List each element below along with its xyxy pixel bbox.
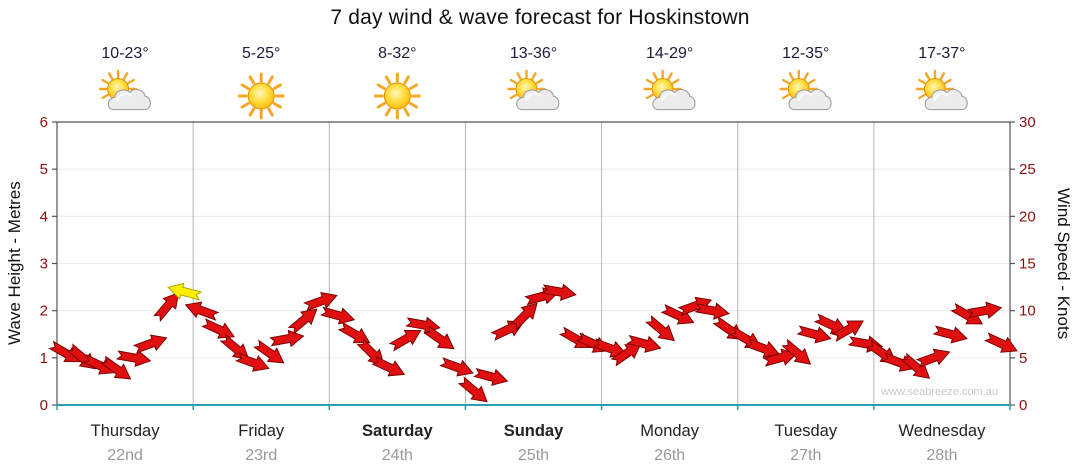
axes	[52, 121, 1015, 410]
wind-arrow	[745, 338, 781, 358]
right-axis-tick-label: 20	[1019, 208, 1036, 225]
chart-title: 7 day wind & wave forecast for Hoskinsto…	[330, 6, 750, 29]
left-axis-tick-label: 4	[40, 208, 48, 225]
wind-arrow	[983, 332, 1018, 353]
wind-arrow	[219, 333, 250, 360]
sun-cloud-icon	[643, 69, 696, 111]
date-label: 26th	[654, 447, 685, 464]
wind-arrow	[337, 321, 371, 344]
wind-arrow	[132, 334, 168, 354]
wind-arrow	[490, 320, 525, 341]
right-axis-tick-label: 30	[1019, 114, 1036, 131]
sun-cloud-icon	[98, 69, 151, 111]
sun-cloud-icon	[779, 69, 832, 111]
wind-arrow	[153, 292, 180, 323]
temp-range-label: 12-35°	[782, 45, 829, 62]
wind-arrow	[796, 325, 832, 344]
wind-arrow	[694, 302, 730, 320]
wind-arrow	[320, 306, 356, 325]
wind-arrow	[915, 348, 951, 368]
date-label: 23rd	[245, 447, 277, 464]
wind-arrow	[115, 349, 152, 367]
wind-arrow	[645, 315, 675, 342]
left-axis-tick-label: 0	[40, 397, 48, 414]
right-axis-tick-label: 10	[1019, 303, 1036, 320]
weather-icons	[98, 69, 968, 120]
wind-arrow	[592, 338, 628, 358]
wind-arrow-series	[48, 282, 1018, 403]
day-label: Thursday	[91, 422, 161, 440]
left-axis-tick-label: 2	[40, 303, 48, 320]
watermark: www.seabreeze.com.au	[880, 386, 998, 398]
temp-range-label: 8-32°	[378, 45, 416, 62]
right-axis-tick-label: 15	[1019, 256, 1036, 273]
wind-arrow	[82, 354, 116, 375]
wind-arrow	[234, 352, 270, 372]
gridlines	[57, 122, 1010, 405]
date-label: 24th	[382, 447, 413, 464]
day-label: Tuesday	[774, 422, 837, 440]
wind-arrow	[610, 342, 642, 367]
wind-arrow	[932, 325, 968, 344]
wind-arrow	[439, 357, 474, 377]
wind-arrow	[388, 329, 422, 352]
temp-range-label: 14-29°	[646, 45, 693, 62]
temp-range-label: 17-37°	[918, 45, 965, 62]
right-axis-tick-label: 0	[1019, 397, 1027, 414]
wind-arrow	[287, 308, 318, 335]
wind-arrow	[253, 339, 285, 364]
date-label: 28th	[926, 447, 957, 464]
date-label: 22nd	[107, 447, 143, 464]
wind-arrow	[781, 338, 812, 365]
right-axis-tick-label: 25	[1019, 161, 1036, 178]
sun-cloud-icon	[507, 69, 560, 111]
temp-range-label: 5-25°	[242, 45, 280, 62]
wind-arrow	[831, 320, 864, 343]
right-axis-tick-label: 5	[1019, 350, 1027, 367]
wind-arrow	[269, 329, 305, 348]
wind-arrow	[201, 318, 235, 339]
wind-arrow	[509, 302, 538, 331]
day-label: Monday	[640, 422, 699, 440]
wind-arrow	[881, 352, 917, 372]
sun-icon	[237, 72, 285, 120]
temp-range-label: 13-36°	[510, 45, 557, 62]
wind-arrow	[966, 301, 1003, 319]
axis-and-day-labels: 0 1 2 3 4 5 6 0 5 10 15 20 25 30 www.seabreeze.com.au 1…	[40, 45, 1036, 464]
wind-arrow	[473, 367, 509, 386]
day-label: Saturday	[362, 422, 433, 440]
wind-arrow	[541, 283, 577, 301]
left-axis-tick-label: 5	[40, 161, 48, 178]
left-axis-tick-label: 1	[40, 350, 48, 367]
wind-arrow	[423, 325, 455, 350]
wind-arrow	[371, 355, 406, 377]
sun-cloud-icon	[915, 69, 968, 111]
left-axis-tick-label: 6	[40, 114, 48, 131]
wind-arrow	[99, 355, 132, 380]
day-label: Sunday	[504, 422, 564, 440]
sun-icon	[373, 72, 421, 120]
wind-arrow-highlight	[167, 282, 203, 301]
date-label: 27th	[790, 447, 821, 464]
wind-arrow	[184, 301, 220, 321]
wind-arrow	[762, 348, 798, 367]
left-axis-tick-label: 3	[40, 256, 48, 273]
temp-range-label: 10-23°	[101, 45, 148, 62]
date-label: 25th	[518, 447, 549, 464]
right-axis-title: Wind Speed - Knots	[1054, 187, 1073, 340]
day-label: Friday	[238, 422, 285, 440]
wind-arrow	[457, 376, 488, 403]
wind-arrow	[626, 334, 662, 353]
day-label: Wednesday	[899, 422, 987, 440]
wind-arrow	[813, 313, 848, 334]
